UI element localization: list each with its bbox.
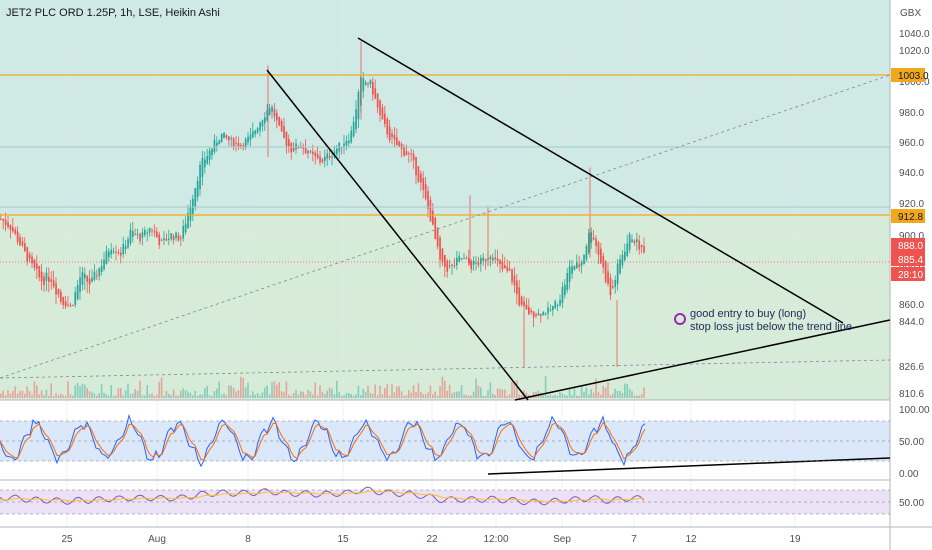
time-tick: 19 bbox=[789, 534, 801, 545]
svg-text:888.0: 888.0 bbox=[898, 241, 923, 252]
time-tick: 25 bbox=[61, 534, 73, 545]
price-badge: 885.4 bbox=[891, 252, 925, 266]
svg-text:912.8: 912.8 bbox=[898, 212, 923, 223]
annotation-line-2: stop loss just below the trend line bbox=[690, 321, 853, 333]
svg-text:28:10: 28:10 bbox=[898, 270, 923, 281]
stoch-tick: 50.00 bbox=[899, 437, 924, 448]
price-badge: 1003.0 bbox=[891, 68, 929, 82]
price-tick: 1000.0 bbox=[899, 77, 930, 88]
price-badge: 28:10 bbox=[891, 267, 925, 281]
rsi-lines bbox=[0, 486, 890, 515]
time-tick: 8 bbox=[245, 534, 251, 545]
price-tick: 920.0 bbox=[899, 199, 924, 210]
price-tick: 860.0 bbox=[899, 300, 924, 311]
price-tick: 1020.0 bbox=[899, 46, 930, 57]
price-tick: 960.0 bbox=[899, 138, 924, 149]
chart-title: JET2 PLC ORD 1.25P, 1h, LSE, Heikin Ashi bbox=[6, 7, 220, 19]
zone-upper bbox=[0, 0, 890, 215]
price-badge: 888.0 bbox=[891, 238, 925, 252]
svg-text:885.4: 885.4 bbox=[898, 255, 923, 266]
price-tick: 810.6 bbox=[899, 389, 924, 400]
trendline-descending-1 bbox=[266, 69, 529, 401]
price-tick: 844.0 bbox=[899, 317, 924, 328]
dashed-trend-upper bbox=[0, 74, 891, 379]
price-tick: 880.0 bbox=[899, 261, 924, 272]
time-axis: 25 Aug 8 15 22 12:00 Sep 7 12 19 bbox=[61, 534, 801, 545]
annotation-marker-icon bbox=[674, 313, 686, 325]
stoch-tick: 0.00 bbox=[899, 469, 919, 480]
stochastic-lines bbox=[0, 413, 890, 468]
time-tick: 22 bbox=[426, 534, 438, 545]
price-badges: 1003.0 912.8 888.0 885.4 28:10 bbox=[891, 68, 929, 281]
rsi-tick: 50.00 bbox=[899, 498, 924, 509]
svg-text:1003.0: 1003.0 bbox=[898, 71, 929, 82]
price-tick: 980.0 bbox=[899, 108, 924, 119]
stoch-tick: 100.00 bbox=[899, 405, 930, 416]
time-tick: 12 bbox=[685, 534, 697, 545]
trendline-descending-2 bbox=[357, 37, 844, 324]
price-tick: 826.6 bbox=[899, 362, 924, 373]
trendline-stoch bbox=[487, 457, 891, 475]
grid-lines bbox=[0, 0, 890, 527]
currency-label: GBX bbox=[900, 8, 921, 19]
time-tick: Aug bbox=[148, 534, 166, 545]
price-axis: GBX 1040.0 1020.0 1000.0 980.0 960.0 940.0 920.… bbox=[899, 8, 930, 509]
time-tick: 7 bbox=[631, 534, 637, 545]
time-tick: Sep bbox=[553, 534, 571, 545]
candles bbox=[0, 41, 645, 368]
trendline-ascending bbox=[514, 319, 891, 401]
dashed-trend-lower bbox=[0, 359, 891, 379]
time-tick: 15 bbox=[337, 534, 349, 545]
volume-bars bbox=[0, 376, 645, 398]
price-tick: 1040.0 bbox=[899, 29, 930, 40]
price-badge: 912.8 bbox=[891, 209, 925, 223]
price-tick: 900.0 bbox=[899, 231, 924, 242]
annotation-line-1: good entry to buy (long) bbox=[690, 308, 807, 320]
price-tick: 940.0 bbox=[899, 168, 924, 179]
time-tick: 12:00 bbox=[483, 534, 508, 545]
